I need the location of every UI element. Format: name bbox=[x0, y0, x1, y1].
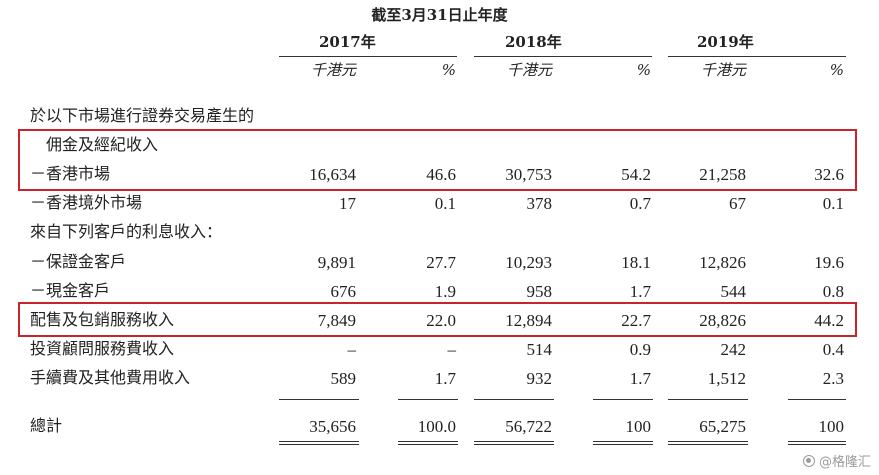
cell-cash-2018-amount: 958 bbox=[526, 282, 553, 301]
cell-advisory-2017-amount: – bbox=[347, 340, 357, 359]
subtotal-line-2018-amount bbox=[474, 399, 554, 400]
total-double-line-top-2019-pct bbox=[788, 441, 846, 442]
row-label-placing-underwriting: 配售及包銷服務收入 bbox=[30, 310, 175, 329]
cell-cash-2019-pct: 0.8 bbox=[822, 282, 844, 301]
row-label-overseas-market: －香港境外市場 bbox=[30, 193, 143, 212]
cell-total-2018-pct: 100 bbox=[625, 417, 652, 436]
cell-advisory-2019-amount: 242 bbox=[720, 340, 747, 359]
total-double-line-bottom-2019-pct bbox=[788, 444, 846, 445]
cell-overseas-2017-amount: 17 bbox=[339, 194, 356, 213]
cell-cash-2019-amount: 544 bbox=[720, 282, 747, 301]
cell-overseas-2019-pct: 0.1 bbox=[822, 194, 844, 213]
subtotal-line-2017-amount bbox=[279, 399, 359, 400]
cell-margin-2019-pct: 19.6 bbox=[814, 253, 844, 272]
cell-placing-2017-pct: 22.0 bbox=[426, 311, 456, 330]
year-header-2017: 2017年 bbox=[319, 33, 376, 51]
year-header-2018: 2018年 bbox=[505, 33, 562, 51]
cell-margin-2017-pct: 27.7 bbox=[426, 253, 456, 272]
row-label-cash-clients: －現金客戶 bbox=[30, 281, 111, 300]
cell-advisory-2018-pct: 0.9 bbox=[629, 340, 651, 359]
year-underline-2018 bbox=[474, 56, 652, 57]
cell-total-2019-amount: 65,275 bbox=[699, 417, 746, 436]
cell-hk-market-2019-amount: 21,258 bbox=[699, 165, 746, 184]
total-double-line-top-2018-pct bbox=[593, 441, 653, 442]
cell-fees-2017-pct: 1.7 bbox=[434, 369, 456, 388]
cell-placing-2017-amount: 7,849 bbox=[317, 311, 356, 330]
watermark: @格隆汇 bbox=[802, 451, 871, 470]
subtotal-line-2019-amount bbox=[668, 399, 748, 400]
highlight-box-placing-underwriting bbox=[18, 302, 857, 337]
cell-overseas-2017-pct: 0.1 bbox=[434, 194, 456, 213]
year-header-2019: 2019年 bbox=[697, 33, 754, 51]
row-label-total: 總計 bbox=[30, 416, 63, 435]
cell-advisory-2018-amount: 514 bbox=[526, 340, 553, 359]
cell-hk-market-2017-amount: 16,634 bbox=[309, 165, 356, 184]
row-label-hk-market: －香港市場 bbox=[30, 164, 111, 183]
cell-fees-2018-pct: 1.7 bbox=[629, 369, 651, 388]
total-double-line-bottom-2017-amount bbox=[279, 444, 359, 445]
unit-amount-2019: 千港元 bbox=[700, 61, 746, 79]
row-label-margin-clients: －保證金客戶 bbox=[30, 252, 127, 271]
cell-placing-2018-amount: 12,894 bbox=[505, 311, 552, 330]
cell-total-2017-amount: 35,656 bbox=[309, 417, 356, 436]
watermark-text: @格隆汇 bbox=[818, 455, 871, 470]
cell-fees-2017-amount: 589 bbox=[330, 369, 357, 388]
cell-advisory-2017-pct: – bbox=[447, 340, 457, 359]
cell-total-2018-amount: 56,722 bbox=[505, 417, 552, 436]
total-double-line-bottom-2018-amount bbox=[474, 444, 554, 445]
total-double-line-bottom-2019-amount bbox=[668, 444, 748, 445]
row-label-investment-advisory: 投資顧問服務費收入 bbox=[30, 339, 175, 358]
cell-cash-2018-pct: 1.7 bbox=[629, 282, 651, 301]
total-double-line-bottom-2017-pct bbox=[398, 444, 458, 445]
row-label-interest-income: 來自下列客戶的利息收入： bbox=[30, 222, 223, 241]
row-label-handling-fees: 手續費及其他費用收入 bbox=[30, 368, 191, 387]
cell-margin-2018-amount: 10,293 bbox=[505, 253, 552, 272]
total-double-line-bottom-2018-pct bbox=[593, 444, 653, 445]
cell-margin-2018-pct: 18.1 bbox=[621, 253, 651, 272]
cell-overseas-2018-pct: 0.7 bbox=[629, 194, 651, 213]
cell-hk-market-2018-amount: 30,753 bbox=[505, 165, 552, 184]
cell-overseas-2019-amount: 67 bbox=[729, 194, 746, 213]
year-underline-2017 bbox=[279, 56, 457, 57]
total-double-line-top-2017-amount bbox=[279, 441, 359, 442]
unit-pct-2018: % bbox=[636, 61, 651, 79]
cell-hk-market-2019-pct: 32.6 bbox=[814, 165, 844, 184]
cell-fees-2018-amount: 932 bbox=[526, 369, 553, 388]
cell-hk-market-2018-pct: 54.2 bbox=[621, 165, 651, 184]
gelonghui-logo-icon bbox=[802, 454, 815, 467]
cell-cash-2017-amount: 676 bbox=[330, 282, 357, 301]
unit-pct-2019: % bbox=[829, 61, 844, 79]
cell-placing-2018-pct: 22.7 bbox=[621, 311, 651, 330]
cell-total-2019-pct: 100 bbox=[818, 417, 845, 436]
cell-fees-2019-pct: 2.3 bbox=[822, 369, 844, 388]
unit-pct-2017: % bbox=[441, 61, 456, 79]
total-double-line-top-2018-amount bbox=[474, 441, 554, 442]
subtotal-line-2018-pct bbox=[593, 399, 653, 400]
row-label-commission-income: 佣金及經紀收入 bbox=[30, 135, 159, 154]
subtotal-line-2019-pct bbox=[788, 399, 846, 400]
row-label-securities-trading: 於以下市場進行證券交易產生的 bbox=[30, 106, 255, 125]
year-underline-2019 bbox=[668, 56, 846, 57]
subtotal-line-2017-pct bbox=[398, 399, 458, 400]
cell-fees-2019-amount: 1,512 bbox=[707, 369, 746, 388]
total-double-line-top-2019-amount bbox=[668, 441, 748, 442]
period-header: 截至3月31日止年度 bbox=[371, 6, 508, 24]
cell-margin-2017-amount: 9,891 bbox=[317, 253, 356, 272]
cell-overseas-2018-amount: 378 bbox=[526, 194, 553, 213]
total-double-line-top-2017-pct bbox=[398, 441, 458, 442]
cell-hk-market-2017-pct: 46.6 bbox=[426, 165, 456, 184]
cell-margin-2019-amount: 12,826 bbox=[699, 253, 746, 272]
highlight-box-commission-hk-market bbox=[18, 129, 857, 191]
cell-cash-2017-pct: 1.9 bbox=[434, 282, 456, 301]
cell-placing-2019-pct: 44.2 bbox=[814, 311, 844, 330]
cell-placing-2019-amount: 28,826 bbox=[699, 311, 746, 330]
cell-advisory-2019-pct: 0.4 bbox=[822, 340, 844, 359]
unit-amount-2018: 千港元 bbox=[506, 61, 552, 79]
cell-total-2017-pct: 100.0 bbox=[417, 417, 456, 436]
unit-amount-2017: 千港元 bbox=[310, 61, 356, 79]
